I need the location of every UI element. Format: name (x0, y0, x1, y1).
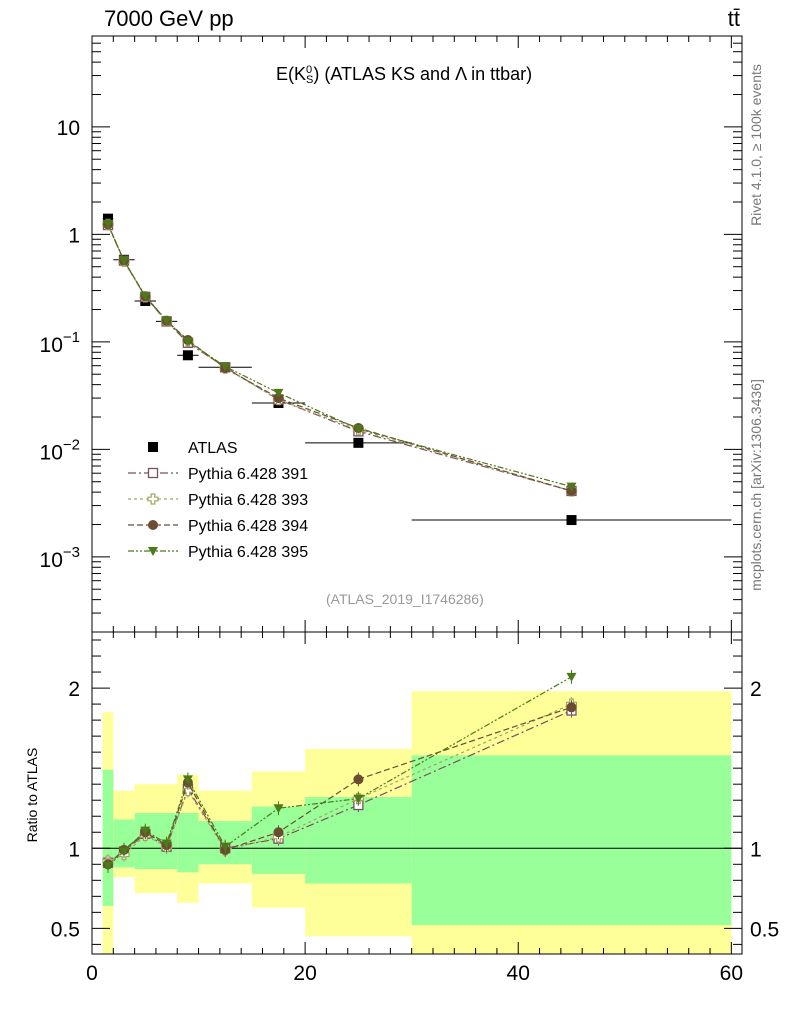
y-tick-base: 10 (40, 334, 63, 357)
ratio-series-layer (102, 669, 578, 873)
legend-entry: Pythia 6.428 393 (128, 492, 308, 509)
data-point (140, 291, 151, 301)
y-tick-base: 10 (40, 549, 63, 572)
series-line (107, 224, 572, 492)
title-rest: ) (ATLAS KS and Λ in ttbar) (313, 64, 533, 84)
ratio-point (161, 839, 172, 849)
legend-label: Pythia 6.428 395 (188, 544, 308, 561)
y-tick-label: 10−1 (40, 329, 80, 357)
data-point (566, 515, 577, 526)
y-tick-label: 10−2 (40, 436, 80, 464)
ratio-band-inner (134, 813, 178, 870)
ratio-point (353, 794, 364, 804)
ratio-point (140, 826, 151, 836)
ratio-pythia-6-428-395 (102, 669, 577, 873)
y-tick-exponent: −1 (63, 329, 80, 346)
data-point (273, 393, 284, 404)
x-tick-label: 60 (720, 962, 743, 985)
legend-label: Pythia 6.428 394 (188, 518, 308, 535)
legend-entry: ATLAS (148, 440, 238, 457)
chart-title: E(K 0 S) (ATLAS KS and Λ in ttbar) (276, 64, 533, 87)
ratio-y-tick-label: 1 (68, 838, 80, 861)
legend-label: Pythia 6.428 393 (188, 492, 308, 509)
legend-entry: Pythia 6.428 394 (128, 518, 308, 535)
ratio-point (566, 672, 577, 682)
ratio-point (273, 827, 284, 838)
analysis-id-label: (ATLAS_2019_I1746286) (326, 591, 484, 607)
title-base: E(K (276, 64, 307, 84)
ratio-y-tick-label: 2 (68, 678, 80, 701)
series-line (107, 224, 572, 492)
ratio-band-inner (177, 813, 199, 873)
legend-marker (148, 547, 158, 556)
data-point (102, 213, 113, 224)
ratio-y-tick-label-right: 1 (750, 838, 762, 861)
ratio-point (353, 774, 364, 785)
legend-entry: Pythia 6.428 391 (128, 466, 308, 483)
series-line (107, 223, 572, 488)
ratio-point (182, 775, 193, 785)
legend-marker (148, 520, 158, 530)
ratio-uncertainty-bands (102, 691, 732, 954)
legend-label: ATLAS (188, 440, 238, 457)
data-point (220, 362, 231, 372)
ratio-point (220, 842, 231, 852)
legend-marker (147, 493, 159, 505)
data-point (102, 219, 113, 229)
series-pythia-6-428-395 (102, 219, 577, 492)
series-line (107, 224, 572, 492)
ratio-y-axis-label: Ratio to ATLAS (24, 747, 40, 843)
ratio-y-tick-label: 0.5 (51, 918, 80, 941)
y-tick-exponent: −3 (63, 544, 80, 561)
ratio-line (107, 703, 572, 862)
data-point (118, 256, 129, 266)
ratio-frame (91, 631, 743, 955)
ratio-point (182, 784, 194, 797)
main-frame (91, 35, 743, 633)
ratio-point (273, 804, 284, 814)
collision-energy-label: 7000 GeV pp (104, 6, 234, 31)
ratio-line (107, 676, 572, 867)
rivet-version-label: Rivet 4.1.0, ≥ 100k events (748, 64, 764, 226)
legend: ATLAS Pythia 6.428 391 Pythia 6.428 393 Pyt… (128, 440, 308, 561)
ratio-y-tick-label-right: 2 (750, 678, 762, 701)
series-pythia-6-428-394 (102, 219, 577, 496)
y-tick-label: 1 (68, 224, 80, 247)
series-pythia-6-428-393 (102, 218, 578, 497)
ratio-y-tick-label-right: 0.5 (750, 918, 779, 941)
ratio-band-inner (411, 755, 732, 926)
y-tick-exponent: −2 (63, 436, 80, 453)
legend-marker (147, 467, 159, 479)
x-tick-label: 40 (507, 962, 530, 985)
mcplots-reference-label: mcplots.cern.ch [arXiv:1306.3436] (748, 379, 764, 591)
y-tick-base: 10 (40, 441, 63, 464)
legend-marker (148, 442, 158, 452)
title-subscript: S (306, 74, 314, 87)
data-point (182, 337, 193, 347)
x-tick-label: 20 (293, 962, 316, 985)
data-point (566, 482, 577, 492)
title-superscript: 0 (306, 64, 313, 77)
y-tick-label: 10−3 (40, 544, 80, 572)
ratio-point (566, 702, 577, 713)
legend-label: Pythia 6.428 391 (188, 466, 308, 483)
x-tick-label: 0 (86, 962, 98, 985)
data-point (353, 437, 364, 448)
main-series-layer (102, 213, 732, 526)
series-pythia-6-428-391 (102, 219, 577, 497)
ratio-point (118, 847, 129, 857)
ratio-point (102, 861, 113, 871)
data-point (161, 316, 172, 326)
legend-entry: Pythia 6.428 395 (128, 544, 308, 561)
data-point (353, 424, 364, 434)
data-point (273, 388, 284, 398)
ratio-band-inner (102, 769, 114, 906)
data-point (182, 350, 193, 361)
process-label: tt̄ (727, 6, 740, 31)
y-tick-label: 10 (57, 117, 80, 140)
